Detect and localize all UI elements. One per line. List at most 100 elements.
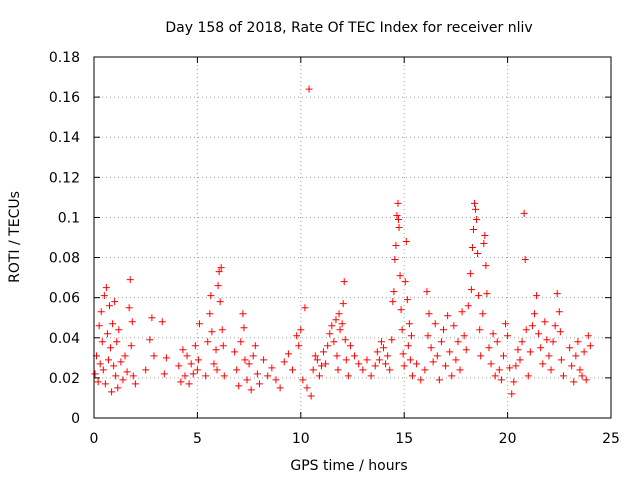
data-point (413, 360, 421, 368)
data-point (123, 368, 131, 376)
data-point (553, 290, 561, 298)
data-point (127, 342, 135, 350)
data-point (460, 332, 468, 340)
data-point (512, 362, 520, 370)
data-point (475, 292, 483, 300)
data-point (458, 308, 466, 316)
data-point (191, 342, 199, 350)
data-point (400, 362, 408, 370)
x-tick-label: 20 (499, 431, 517, 447)
y-tick-label: 0.18 (49, 50, 80, 66)
data-point (491, 372, 499, 380)
data-point (194, 356, 202, 364)
data-point (380, 344, 388, 352)
data-point (208, 328, 216, 336)
data-point (309, 366, 317, 374)
data-point (444, 312, 452, 320)
data-point (181, 372, 189, 380)
data-point (129, 372, 137, 380)
data-point (497, 376, 505, 384)
data-point (114, 384, 122, 392)
data-point (424, 332, 432, 340)
data-point (487, 360, 495, 368)
data-point (574, 338, 582, 346)
data-point (528, 322, 536, 330)
data-point (162, 354, 170, 362)
data-point (110, 362, 118, 370)
data-point (206, 310, 214, 318)
data-point (231, 348, 239, 356)
data-point (219, 342, 227, 350)
data-point (109, 320, 117, 328)
data-point (483, 290, 491, 298)
data-point (255, 380, 263, 388)
data-point (245, 360, 253, 368)
data-point (305, 85, 313, 93)
data-point (396, 272, 404, 280)
data-point (100, 292, 108, 300)
data-point (481, 231, 489, 239)
x-tick-label: 10 (292, 431, 310, 447)
data-point (328, 322, 336, 330)
data-point (506, 364, 514, 372)
data-point (126, 276, 134, 284)
data-point (355, 360, 363, 368)
data-point (576, 366, 584, 374)
data-point (545, 352, 553, 360)
data-point (371, 362, 379, 370)
data-point (112, 372, 120, 380)
data-point (520, 209, 528, 217)
data-point (382, 360, 390, 368)
data-point (338, 320, 346, 328)
data-point (239, 310, 247, 318)
grid-lines (94, 57, 611, 418)
data-point (533, 292, 541, 300)
data-point (394, 215, 402, 223)
data-point (482, 262, 490, 270)
data-point (557, 356, 565, 364)
data-point (508, 390, 516, 398)
y-tick-label: 0.16 (49, 90, 80, 106)
data-point (389, 298, 397, 306)
data-point (185, 380, 193, 388)
y-tick-label: 0.14 (49, 130, 80, 146)
data-point (237, 338, 245, 346)
data-point (580, 348, 588, 356)
data-point (394, 199, 402, 207)
data-point (388, 336, 396, 344)
data-point (106, 302, 114, 310)
data-point (448, 372, 456, 380)
data-point (404, 342, 412, 350)
data-point (471, 199, 479, 207)
data-point (386, 366, 394, 374)
data-point (218, 326, 226, 334)
data-point (339, 300, 347, 308)
data-point (452, 356, 460, 364)
data-point (530, 310, 538, 318)
data-point (439, 326, 447, 334)
data-point (317, 362, 325, 370)
data-point (462, 346, 470, 354)
data-point (241, 356, 249, 364)
data-point (566, 344, 574, 352)
data-point (495, 366, 503, 374)
data-point (160, 370, 168, 378)
data-point (547, 366, 555, 374)
data-point (102, 284, 110, 292)
data-point (280, 358, 288, 366)
data-point (175, 362, 183, 370)
data-point (454, 338, 462, 346)
data-point (307, 392, 315, 400)
data-point (421, 366, 429, 374)
data-point (213, 366, 221, 374)
data-point (450, 322, 458, 330)
data-point (446, 348, 454, 356)
data-point (108, 388, 116, 396)
data-point (119, 376, 127, 384)
y-tick-label: 0.06 (49, 291, 80, 307)
data-point (276, 384, 284, 392)
data-point (476, 326, 484, 334)
data-point (373, 348, 381, 356)
data-point (315, 372, 323, 380)
